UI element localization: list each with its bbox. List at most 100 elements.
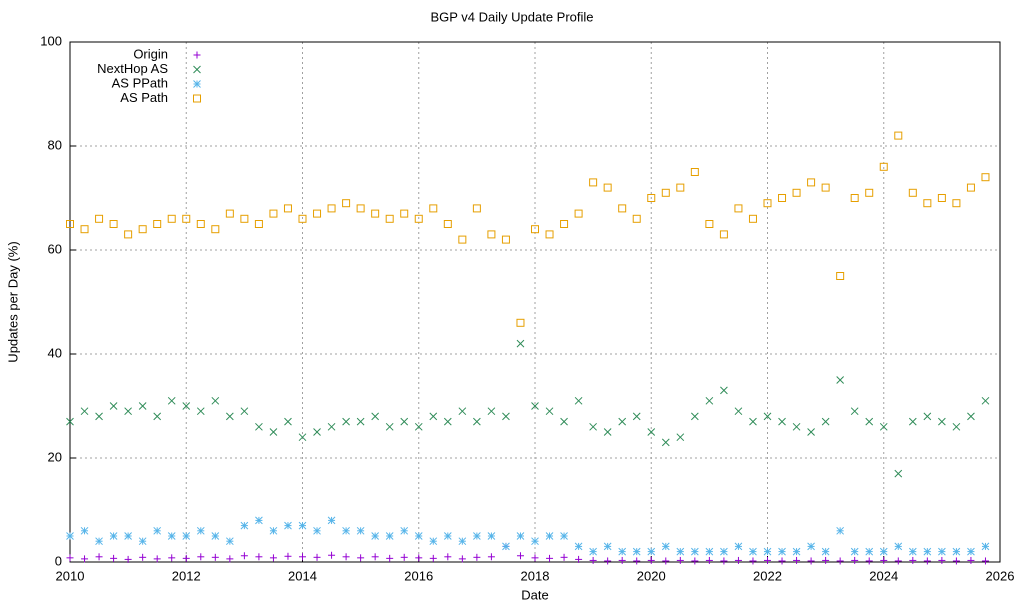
marker-shape xyxy=(719,230,728,239)
point xyxy=(385,214,394,223)
point xyxy=(124,532,132,540)
marker-stroke xyxy=(443,532,452,540)
point xyxy=(225,412,234,421)
marker-shape xyxy=(923,199,932,208)
marker-stroke xyxy=(487,532,496,540)
marker-stroke xyxy=(284,417,292,426)
point xyxy=(66,554,74,562)
marker-stroke xyxy=(255,422,263,431)
point xyxy=(879,547,888,556)
point xyxy=(632,412,641,421)
point xyxy=(661,542,670,551)
marker-stroke xyxy=(661,542,670,551)
point xyxy=(778,547,786,556)
marker-stroke xyxy=(516,532,525,540)
point xyxy=(371,553,379,561)
point xyxy=(793,556,801,564)
y-tick-label: 40 xyxy=(48,345,62,360)
point xyxy=(255,422,263,431)
point xyxy=(952,199,961,208)
point xyxy=(269,428,278,436)
marker-shape xyxy=(734,204,743,213)
point xyxy=(589,178,598,187)
marker-shape xyxy=(167,214,176,223)
point xyxy=(356,417,365,426)
point xyxy=(923,547,932,556)
point xyxy=(371,412,380,421)
marker-stroke xyxy=(690,547,699,556)
point xyxy=(211,396,220,405)
point xyxy=(182,402,191,410)
point xyxy=(313,553,321,561)
marker-stroke xyxy=(574,542,583,551)
point xyxy=(720,557,728,565)
y-axis-label: Updates per Day (%) xyxy=(5,241,20,362)
point xyxy=(400,209,409,218)
point xyxy=(778,194,787,202)
point xyxy=(647,428,656,436)
point xyxy=(139,553,147,561)
marker-stroke xyxy=(153,412,162,421)
point xyxy=(443,417,452,426)
marker-stroke xyxy=(371,412,380,421)
marker-stroke xyxy=(879,547,888,556)
point xyxy=(313,526,321,535)
marker-stroke xyxy=(720,547,728,556)
point xyxy=(414,422,423,431)
point xyxy=(110,554,118,562)
point xyxy=(850,547,859,556)
point xyxy=(153,526,162,535)
marker-shape xyxy=(661,188,670,197)
marker-stroke xyxy=(705,396,714,405)
marker-stroke xyxy=(414,532,423,540)
marker-shape xyxy=(211,225,220,234)
marker-stroke xyxy=(211,396,220,405)
point xyxy=(589,547,597,556)
marker-stroke xyxy=(429,412,438,421)
point xyxy=(880,556,888,564)
marker-stroke xyxy=(792,422,801,431)
marker-shape xyxy=(778,194,787,202)
point xyxy=(938,547,946,556)
point xyxy=(807,557,815,565)
point xyxy=(938,417,946,426)
point xyxy=(429,204,438,213)
marker-shape xyxy=(545,230,554,239)
point xyxy=(748,214,757,223)
point xyxy=(66,220,74,228)
marker-stroke xyxy=(618,417,627,426)
marker-stroke xyxy=(560,417,568,426)
point xyxy=(966,183,975,192)
marker-stroke xyxy=(458,407,467,416)
point xyxy=(909,556,917,564)
point xyxy=(734,407,743,416)
point xyxy=(473,553,481,561)
marker-stroke xyxy=(95,412,103,421)
marker-stroke xyxy=(284,521,292,530)
marker-stroke xyxy=(193,80,201,88)
point xyxy=(138,402,147,410)
point xyxy=(95,553,103,561)
point xyxy=(473,532,481,540)
marker-stroke xyxy=(124,532,132,540)
point xyxy=(109,532,118,540)
marker-shape xyxy=(647,194,656,202)
marker-stroke xyxy=(676,433,685,442)
marker-shape xyxy=(894,131,903,140)
point xyxy=(705,547,714,556)
marker-stroke xyxy=(545,532,554,540)
legend-label: AS PPath xyxy=(112,75,168,90)
point xyxy=(734,204,743,213)
point xyxy=(458,235,467,244)
point xyxy=(923,557,931,565)
point xyxy=(255,516,263,525)
point xyxy=(763,547,772,556)
marker-shape xyxy=(356,204,365,213)
marker-stroke xyxy=(516,339,525,348)
x-tick-label: 2014 xyxy=(288,568,317,583)
point xyxy=(196,407,205,416)
marker-stroke xyxy=(560,532,568,540)
point xyxy=(792,547,801,556)
point xyxy=(632,214,641,223)
marker-shape xyxy=(952,199,961,208)
